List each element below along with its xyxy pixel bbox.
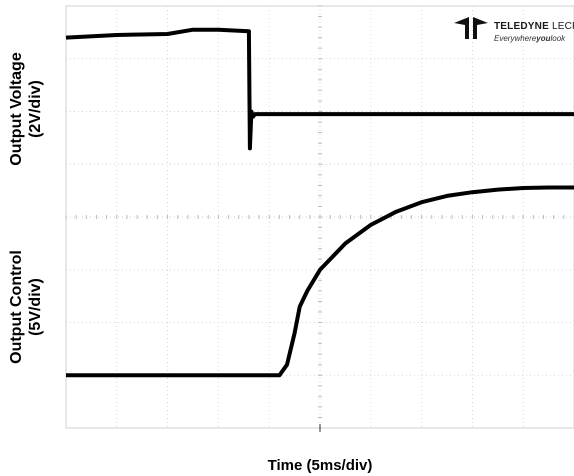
control-axis-label: Output Control (5V/div) <box>7 250 45 364</box>
trace-output-voltage <box>66 185 574 378</box>
control-axis-label-line1: Output Control <box>8 250 25 364</box>
logo-tagline-pre: Everywhere <box>494 34 537 43</box>
voltage-axis-label-line1: Output Voltage <box>8 52 25 166</box>
time-axis-label: Time (5ms/div) <box>267 457 373 474</box>
logo-brand: TELEDYNE LECROY <box>494 21 574 32</box>
voltage-axis-label-line2: (2V/div) <box>27 80 44 138</box>
logo-tagline-post: look <box>550 34 566 43</box>
logo-tagline-bold: you <box>536 34 551 43</box>
control-axis-label-line2: (5V/div) <box>27 278 44 336</box>
logo-tagline: Everywhereyoulook <box>494 34 565 43</box>
teledyne-logo-icon <box>454 17 488 39</box>
logo-brand-light: LECROY <box>551 21 574 32</box>
logo-brand-bold: TELEDYNE <box>494 21 549 32</box>
trace-output-control <box>65 27 574 151</box>
voltage-axis-label: Output Voltage (2V/div) <box>7 52 45 165</box>
